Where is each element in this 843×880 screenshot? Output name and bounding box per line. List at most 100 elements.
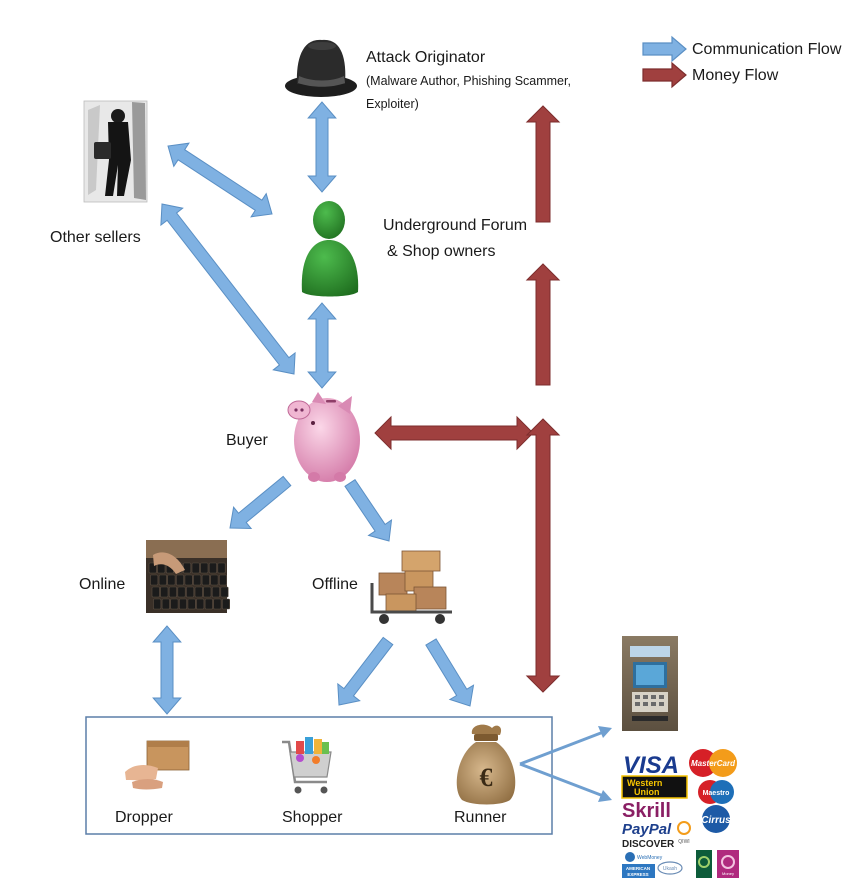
arrow-other-sellers-forum <box>167 142 273 218</box>
arrow-shopper-offline <box>337 636 394 706</box>
svg-text:MasterCard: MasterCard <box>691 759 736 768</box>
shopper-label: Shopper <box>282 809 343 826</box>
keyboard-key <box>201 574 210 586</box>
keyboard-key <box>151 586 160 598</box>
runner-money-sack-icon: € <box>456 724 516 805</box>
attack-originator-title: Attack Originator <box>366 49 486 66</box>
forum-owner-icon <box>301 201 359 297</box>
other-sellers-photo <box>83 100 148 203</box>
moneybookers-logo <box>717 850 739 878</box>
keyboard-key <box>187 598 196 610</box>
arrow-forum-buyer <box>307 302 337 389</box>
arrow-other-sellers-buyer <box>160 203 296 375</box>
keyboard-key <box>203 586 212 598</box>
svg-text:Western: Western <box>627 778 662 788</box>
keyboard-key <box>222 598 231 610</box>
arrow-offline-runner <box>425 638 475 707</box>
svg-text:Maestro: Maestro <box>703 790 730 797</box>
shopper-cart-icon <box>282 737 332 794</box>
buyer-label: Buyer <box>226 432 268 449</box>
keyboard-key <box>219 574 228 586</box>
offline-cart-icon <box>370 550 452 624</box>
keyboard-key <box>196 598 205 610</box>
hat-icon <box>285 39 357 97</box>
discover-logo: DISCOVER <box>622 839 675 850</box>
svg-text:Cirrus: Cirrus <box>701 815 731 826</box>
keyboard-key <box>160 586 169 598</box>
offline-label: Offline <box>312 576 358 593</box>
svg-text:EXPRESS: EXPRESS <box>627 872 648 877</box>
keyboard-key <box>210 574 219 586</box>
legend-money-label: Money Flow <box>692 67 779 84</box>
maestro-logo: Maestro <box>698 780 734 804</box>
attack-originator-subtitle-1: (Malware Author, Phishing Scammer, <box>366 74 571 88</box>
arrow-buyer-offline <box>344 479 393 542</box>
money-arrow-trunk-runner <box>525 418 561 693</box>
money-arrow-forum-originator <box>525 105 561 223</box>
runner-label: Runner <box>454 809 507 826</box>
keyboard-key <box>211 586 220 598</box>
visa-logo: VISA <box>623 752 679 779</box>
arrow-buyer-online <box>229 475 292 530</box>
forum-label-2: & Shop owners <box>387 243 496 260</box>
ukash-logo: Ukash <box>657 861 683 875</box>
runner-cashout-arrows <box>519 726 612 802</box>
keyboard-key <box>168 586 177 598</box>
keyboard-key <box>170 598 179 610</box>
svg-text:AMERICAN: AMERICAN <box>626 866 650 871</box>
online-label: Online <box>79 576 126 593</box>
attack-originator-subtitle-2: Exploiter) <box>366 97 419 111</box>
cirrus-logo: Cirrus <box>701 805 731 833</box>
legend-communication-label: Communication Flow <box>692 41 842 58</box>
euro-symbol: € <box>480 763 493 792</box>
money-arrows <box>374 105 561 693</box>
keyboard-key <box>150 574 159 586</box>
keyboard-key <box>184 574 193 586</box>
moneybookers-mark <box>721 855 735 869</box>
money-arrow-buyer-trunk <box>374 415 534 451</box>
keyboard-key <box>176 574 185 586</box>
webmoney-logo: WebMoney <box>625 852 663 862</box>
green-card-mark <box>698 856 710 868</box>
legend-money-arrow <box>642 61 687 89</box>
communication-arrows <box>152 101 475 715</box>
piggy-bank-icon <box>287 392 360 482</box>
online-keyboard-photo <box>146 540 231 613</box>
keyboard-key <box>217 562 226 574</box>
arrow-originator-forum <box>307 101 337 193</box>
svg-text:WebMoney: WebMoney <box>637 855 663 861</box>
keyboard-key <box>191 562 200 574</box>
keyboard-key <box>177 586 186 598</box>
keyboard-key <box>179 598 188 610</box>
amex-logo: AMERICAN EXPRESS <box>622 864 655 878</box>
qiwi-logo: QIWI <box>677 821 691 845</box>
svg-text:Ukash: Ukash <box>663 866 677 872</box>
dropper-package-icon <box>125 740 190 790</box>
keyboard-key <box>167 574 176 586</box>
paypal-logo: PayPal <box>622 821 672 838</box>
dropper-label: Dropper <box>115 809 173 826</box>
skrill-logo: Skrill <box>622 800 671 822</box>
western-union-logo: Western Union <box>621 775 688 799</box>
keyboard-key <box>186 586 195 598</box>
keyboard-key <box>193 574 202 586</box>
keyboard-key <box>213 598 222 610</box>
green-card-logo <box>696 850 712 878</box>
arrow-online-dropper <box>152 625 182 715</box>
svg-text:QIWI: QIWI <box>678 839 689 845</box>
keyboard-key <box>194 586 203 598</box>
keyboard-key <box>153 598 162 610</box>
keyboard-key <box>161 598 170 610</box>
keyboard-key <box>208 562 217 574</box>
atm-icon <box>622 636 678 731</box>
other-sellers-label: Other sellers <box>50 229 141 246</box>
payment-logos: VISA MasterCard Western Union Maestro Sk… <box>621 749 739 878</box>
forum-label-1: Underground Forum <box>383 217 528 234</box>
keyboard-key <box>220 586 229 598</box>
legend-communication-arrow <box>642 35 687 63</box>
mastercard-logo: MasterCard <box>689 749 737 777</box>
svg-text:Union: Union <box>634 787 660 797</box>
svg-text:Money: Money <box>722 871 734 876</box>
money-arrow-buyer-forum <box>525 263 561 386</box>
